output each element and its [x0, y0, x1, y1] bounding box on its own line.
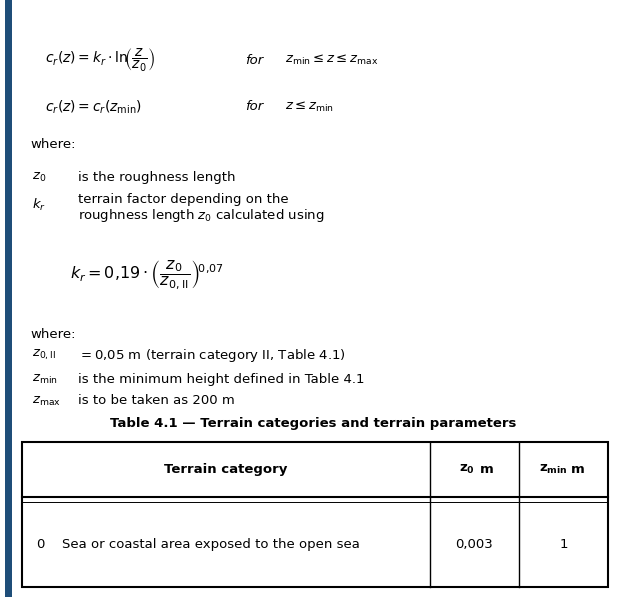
Text: $\mathbf{z_{min}}$: $\mathbf{z_{min}}$: [539, 463, 568, 476]
Bar: [5, 0, 12, 597]
Text: roughness length $z_0$ calculated using: roughness length $z_0$ calculated using: [78, 207, 324, 223]
Text: $c_r(z) = k_r \cdot \mathrm{ln}\!\left(\dfrac{z}{z_0}\right)$: $c_r(z) = k_r \cdot \mathrm{ln}\!\left(\…: [45, 47, 155, 73]
Text: $z_{\rm min}$: $z_{\rm min}$: [32, 373, 58, 386]
Text: Sea or coastal area exposed to the open sea: Sea or coastal area exposed to the open …: [62, 538, 360, 551]
Text: $z_{\rm min} \leq z \leq z_{\rm max}$: $z_{\rm min} \leq z \leq z_{\rm max}$: [285, 53, 378, 67]
Text: is the roughness length: is the roughness length: [78, 171, 236, 183]
Text: $k_r = 0{,}19 \cdot \left(\dfrac{z_0}{z_{0,\rm II}}\right)^{\!0{,}07}$: $k_r = 0{,}19 \cdot \left(\dfrac{z_0}{z_…: [70, 259, 224, 291]
Text: 0,003: 0,003: [456, 538, 493, 551]
Text: $k_r$: $k_r$: [32, 197, 46, 213]
Text: for: for: [245, 100, 263, 113]
Text: Table 4.1 — Terrain categories and terrain parameters: Table 4.1 — Terrain categories and terra…: [110, 417, 516, 429]
Text: $z_0$: $z_0$: [32, 171, 46, 183]
Text: $c_r(z) = c_r(z_{\rm min})$: $c_r(z) = c_r(z_{\rm min})$: [45, 99, 142, 116]
Text: Terrain category: Terrain category: [164, 463, 288, 476]
Text: is the minimum height defined in Table 4.1: is the minimum height defined in Table 4…: [78, 373, 364, 386]
Bar: [22, 442, 608, 587]
Text: $z \leq z_{\rm min}$: $z \leq z_{\rm min}$: [285, 100, 334, 114]
Text: terrain factor depending on the: terrain factor depending on the: [78, 192, 288, 205]
Text: 0: 0: [36, 538, 45, 551]
Text: $z_{0,\rm II}$: $z_{0,\rm II}$: [32, 348, 56, 362]
Text: 1: 1: [559, 538, 568, 551]
Text: m: m: [571, 463, 584, 476]
Text: where:: where:: [30, 139, 75, 152]
Text: $z_{\rm max}$: $z_{\rm max}$: [32, 395, 61, 408]
Text: $= 0{,}05$ m (terrain category II, Table 4.1): $= 0{,}05$ m (terrain category II, Table…: [78, 346, 345, 364]
Text: for: for: [245, 54, 263, 66]
Text: $\mathbf{z_0}$: $\mathbf{z_0}$: [458, 463, 475, 476]
Text: m: m: [480, 463, 493, 476]
Text: where:: where:: [30, 328, 75, 341]
Text: is to be taken as 200 m: is to be taken as 200 m: [78, 395, 234, 408]
